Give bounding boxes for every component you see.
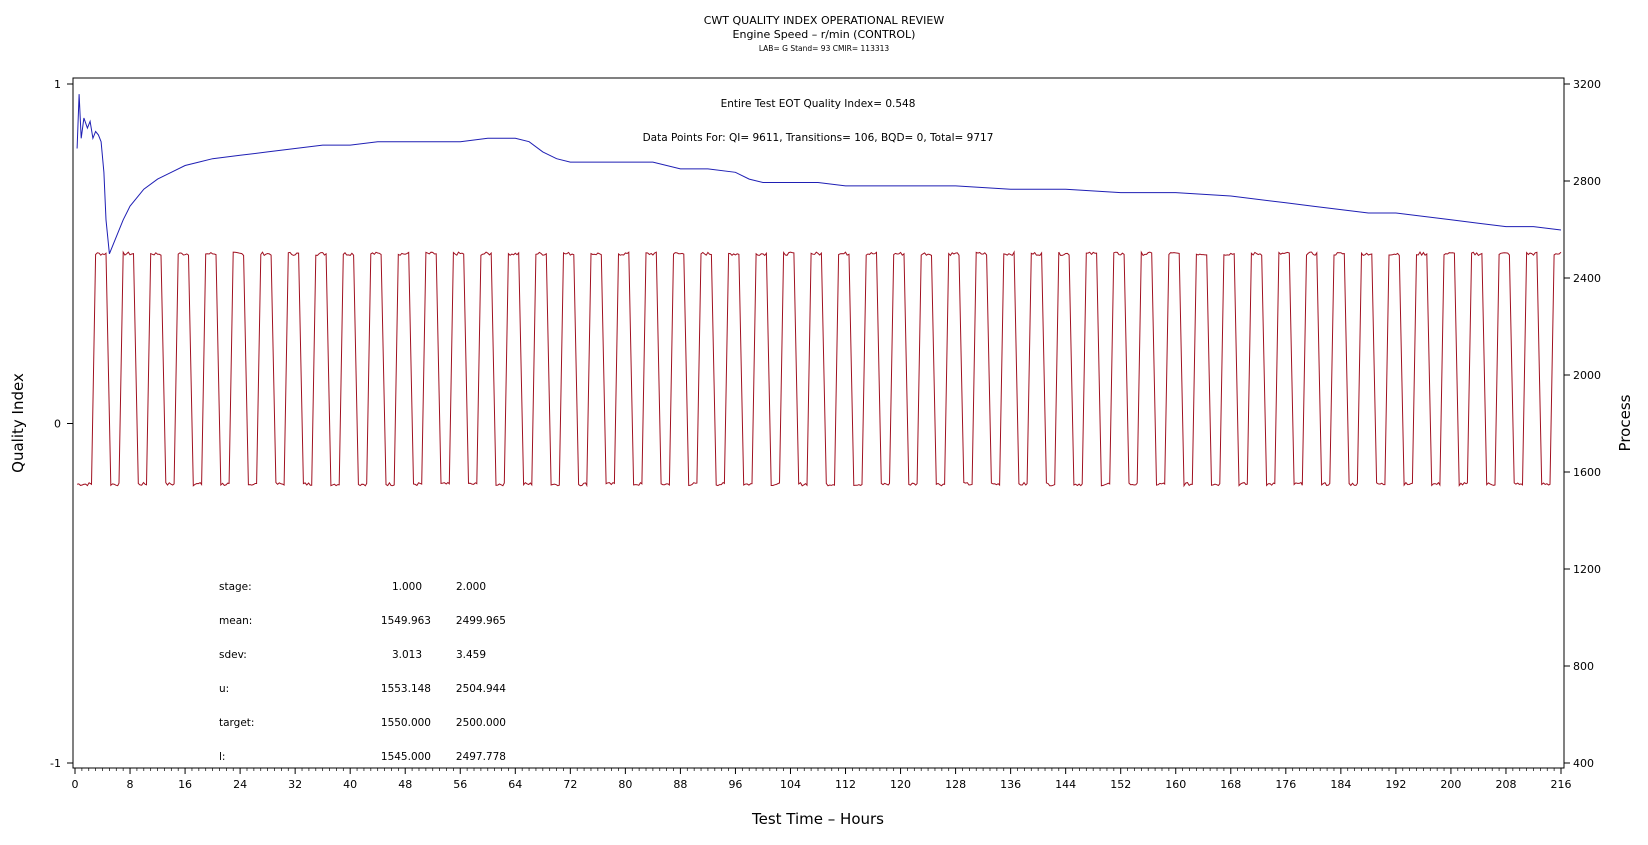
x-tick-label: 184 — [1330, 778, 1351, 791]
stats-row: u: 1553.148 2504.944 — [219, 683, 506, 695]
y-right-tick-label: 2000 — [1573, 369, 1601, 382]
x-tick-label: 168 — [1220, 778, 1241, 791]
x-tick-label: 104 — [780, 778, 801, 791]
x-tick-label: 144 — [1055, 778, 1076, 791]
x-tick-label: 80 — [618, 778, 632, 791]
x-tick-label: 56 — [453, 778, 467, 791]
chart-title: CWT QUALITY INDEX OPERATIONAL REVIEW — [704, 14, 945, 27]
x-tick-label: 136 — [1000, 778, 1021, 791]
stats-value-stage1: 3.013 — [392, 649, 422, 661]
y-left-tick-label: 0 — [54, 418, 61, 431]
series-process-line — [77, 250, 1562, 488]
y-right-tick-label: 400 — [1573, 757, 1594, 770]
stats-value-stage1: 1.000 — [392, 581, 422, 593]
x-tick-label: 48 — [398, 778, 412, 791]
y-right-tick-label: 1600 — [1573, 466, 1601, 479]
y-axis-left-label: Quality Index — [9, 373, 27, 473]
x-tick-label: 176 — [1275, 778, 1296, 791]
x-tick-label: 216 — [1551, 778, 1572, 791]
x-tick-label: 8 — [127, 778, 134, 791]
stats-value-stage2: 2500.000 — [456, 717, 506, 729]
y-right-tick-label: 2800 — [1573, 175, 1601, 188]
stats-table: stage: 1.000 2.000 mean: 1549.963 2499.9… — [219, 581, 506, 763]
y-right-tick-label: 1200 — [1573, 563, 1601, 576]
y-right-tick-label: 2400 — [1573, 272, 1601, 285]
x-tick-label: 64 — [508, 778, 522, 791]
series-group — [76, 94, 1562, 488]
x-tick-label: 96 — [728, 778, 742, 791]
stats-label: mean: — [219, 615, 252, 627]
x-tick-label: 16 — [178, 778, 192, 791]
stats-label: sdev: — [219, 649, 247, 661]
x-tick-label: 120 — [890, 778, 911, 791]
y-right-tick-label: 800 — [1573, 660, 1594, 673]
x-tick-label: 24 — [233, 778, 247, 791]
x-axis-label: Test Time – Hours — [751, 810, 884, 828]
stats-label: target: — [219, 717, 254, 729]
series-quality-index-line — [76, 94, 1562, 254]
x-tick-label: 160 — [1165, 778, 1186, 791]
x-tick-label: 152 — [1110, 778, 1131, 791]
x-tick-label: 200 — [1440, 778, 1461, 791]
x-tick-label: 0 — [72, 778, 79, 791]
y-right-tick-label: 3200 — [1573, 78, 1601, 91]
x-tick-label: 72 — [563, 778, 577, 791]
y-axis-left: -1 0 1 — [50, 78, 73, 770]
y-left-tick-label: -1 — [50, 757, 61, 770]
y-axis-right: 400 800 1200 1600 2000 2400 2800 3200 — [1564, 78, 1601, 770]
y-axis-right-label: Process — [1616, 394, 1634, 451]
y-left-tick-label: 1 — [54, 78, 61, 91]
chart-subtitle: Engine Speed – r/min (CONTROL) — [733, 28, 916, 41]
stats-row: target: 1550.000 2500.000 — [219, 717, 506, 729]
plot-frame — [72, 77, 1565, 769]
stats-row: sdev: 3.013 3.459 — [219, 649, 486, 661]
x-tick-label: 32 — [288, 778, 302, 791]
quality-index-annotation: Entire Test EOT Quality Index= 0.548 — [721, 98, 916, 110]
x-tick-label: 208 — [1495, 778, 1516, 791]
stats-value-stage2: 2.000 — [456, 581, 486, 593]
data-points-annotation: Data Points For: QI= 9611, Transitions= … — [643, 132, 994, 144]
stats-label: stage: — [219, 581, 252, 593]
stats-label: u: — [219, 683, 229, 695]
x-axis: 0 8 16 24 32 40 48 56 64 72 80 88 96 104 112 120 128 136 1… — [72, 768, 1572, 791]
chart-subtitle-meta: LAB= G Stand= 93 CMIR= 113313 — [759, 44, 890, 53]
stats-value-stage2: 2504.944 — [456, 683, 506, 695]
x-tick-label: 40 — [343, 778, 357, 791]
stats-value-stage1: 1549.963 — [381, 615, 431, 627]
stats-label: l: — [219, 751, 225, 763]
stats-value-stage2: 3.459 — [456, 649, 486, 661]
stats-value-stage2: 2499.965 — [456, 615, 506, 627]
stats-row: l: 1545.000 2497.778 — [219, 751, 506, 763]
stats-value-stage1: 1550.000 — [381, 717, 431, 729]
stats-value-stage2: 2497.778 — [456, 751, 506, 763]
x-tick-label: 128 — [945, 778, 966, 791]
x-tick-label: 192 — [1385, 778, 1406, 791]
stats-value-stage1: 1553.148 — [381, 683, 431, 695]
x-tick-label: 112 — [835, 778, 856, 791]
stats-row: stage: 1.000 2.000 — [219, 581, 486, 593]
x-tick-label: 88 — [673, 778, 687, 791]
stats-row: mean: 1549.963 2499.965 — [219, 615, 506, 627]
stats-value-stage1: 1545.000 — [381, 751, 431, 763]
